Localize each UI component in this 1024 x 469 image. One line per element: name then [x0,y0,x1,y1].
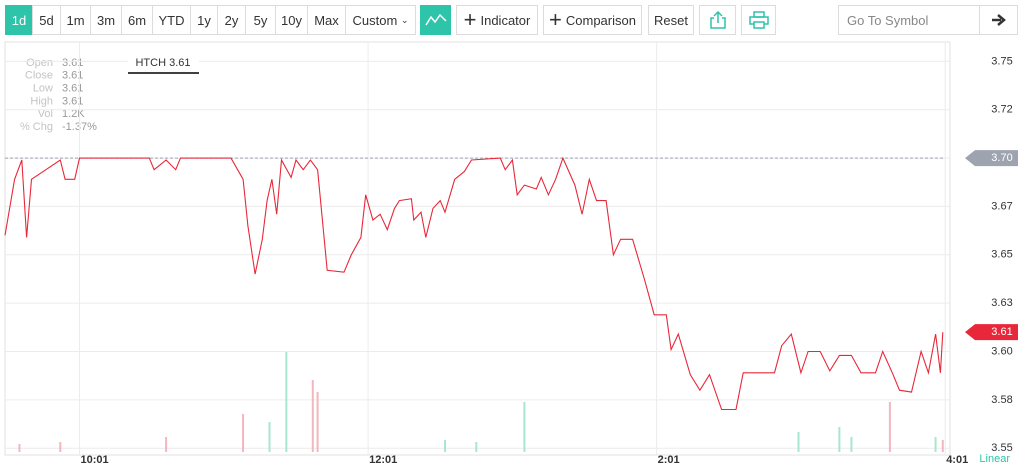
last-price-tag-label: 3.61 [991,326,1012,338]
y-tick-label: 3.60 [991,345,1012,357]
button-label: Indicator [480,12,531,28]
line-icon [424,13,447,26]
reference-tag [965,150,1018,167]
range-button[interactable]: 5d [32,5,61,35]
range-button[interactable]: 6m [121,5,153,35]
info-label: Vol [38,108,53,120]
volume-bar [268,422,271,452]
custom-range-button[interactable]: Custom ⌄ [345,5,416,35]
reference-tag-label: 3.70 [991,152,1012,164]
range-button[interactable]: Max [307,5,346,35]
plus-icon: + [463,7,477,32]
volume-bar [18,444,21,452]
button-label: Custom [352,12,398,28]
volume-bar [797,432,800,452]
info-value: 3.61 [62,95,83,107]
range-button[interactable]: 5y [245,5,276,35]
reset-button[interactable]: Reset [648,5,694,35]
price-line [4,156,944,411]
range-button[interactable]: 10y [275,5,308,35]
plus-icon: + [549,7,562,32]
x-tick-label: 12:01 [369,454,397,466]
share-button[interactable] [699,5,736,35]
y-tick-label: 3.67 [991,200,1012,212]
button-label: Reset [654,12,688,28]
volume-bar [444,440,447,452]
scale-label: Linear [979,453,1010,465]
info-label: High [30,95,53,107]
info-value: 3.61 [62,83,83,95]
range-button[interactable]: 1d [5,5,33,35]
range-button[interactable]: 2y [217,5,246,35]
indicator-button[interactable]: + Indicator [456,5,538,35]
arrow-icon [991,14,1006,26]
info-label: Open [26,57,53,69]
info-label: Low [33,83,53,95]
search-go-button[interactable] [979,5,1018,35]
last-price-tag [965,324,1018,341]
range-button[interactable]: 3m [90,5,122,35]
y-tick-label: 3.70 [991,152,1012,164]
chart-type-button[interactable] [420,5,451,35]
volume-bar [242,414,245,452]
print-icon [748,11,769,29]
y-tick-label: 3.65 [991,249,1012,261]
x-tick-label: 2:01 [658,454,680,466]
volume-bar [59,442,62,452]
plot-frame [4,41,951,456]
print-button[interactable] [741,5,776,35]
volume-bar [311,380,314,452]
volume-bar [838,427,841,452]
volume-bar [165,437,168,452]
tooltip: HTCH 3.61 [135,57,190,69]
symbol-search[interactable]: Go To Symbol [838,5,980,35]
range-button[interactable]: 1y [190,5,218,35]
range-button[interactable]: 1m [60,5,91,35]
x-tick-label: 4:01 [946,454,968,466]
y-tick-label: 3.72 [991,104,1012,116]
y-tick-label: 3.58 [991,394,1012,406]
comparison-button[interactable]: + Comparison [543,5,642,35]
share-icon [709,11,726,29]
volume-bar [850,437,853,452]
info-value: 3.61 [62,57,83,69]
volume-bar [941,440,944,452]
info-label: % Chg [20,121,53,133]
search-placeholder: Go To Symbol [847,12,929,28]
chevron: ⌄ [400,14,409,25]
volume-bar [475,442,478,452]
volume-bar [285,352,288,452]
range-button[interactable]: YTD [152,5,191,35]
tooltip-box [128,53,199,73]
info-label: Close [25,70,53,82]
y-tick-label: 3.63 [991,297,1012,309]
info-value: -1.37% [62,121,97,133]
volume-bar [934,437,937,452]
volume-bar [316,392,319,452]
y-tick-label: 3.55 [991,442,1012,454]
button-label: Comparison [565,12,636,28]
volume-bar [888,402,891,452]
info-value: 3.61 [62,70,83,82]
info-value: 1.2K [62,108,85,120]
x-tick-label: 10:01 [81,454,109,466]
volume-bar [523,402,526,452]
y-tick-label: 3.75 [991,55,1012,67]
